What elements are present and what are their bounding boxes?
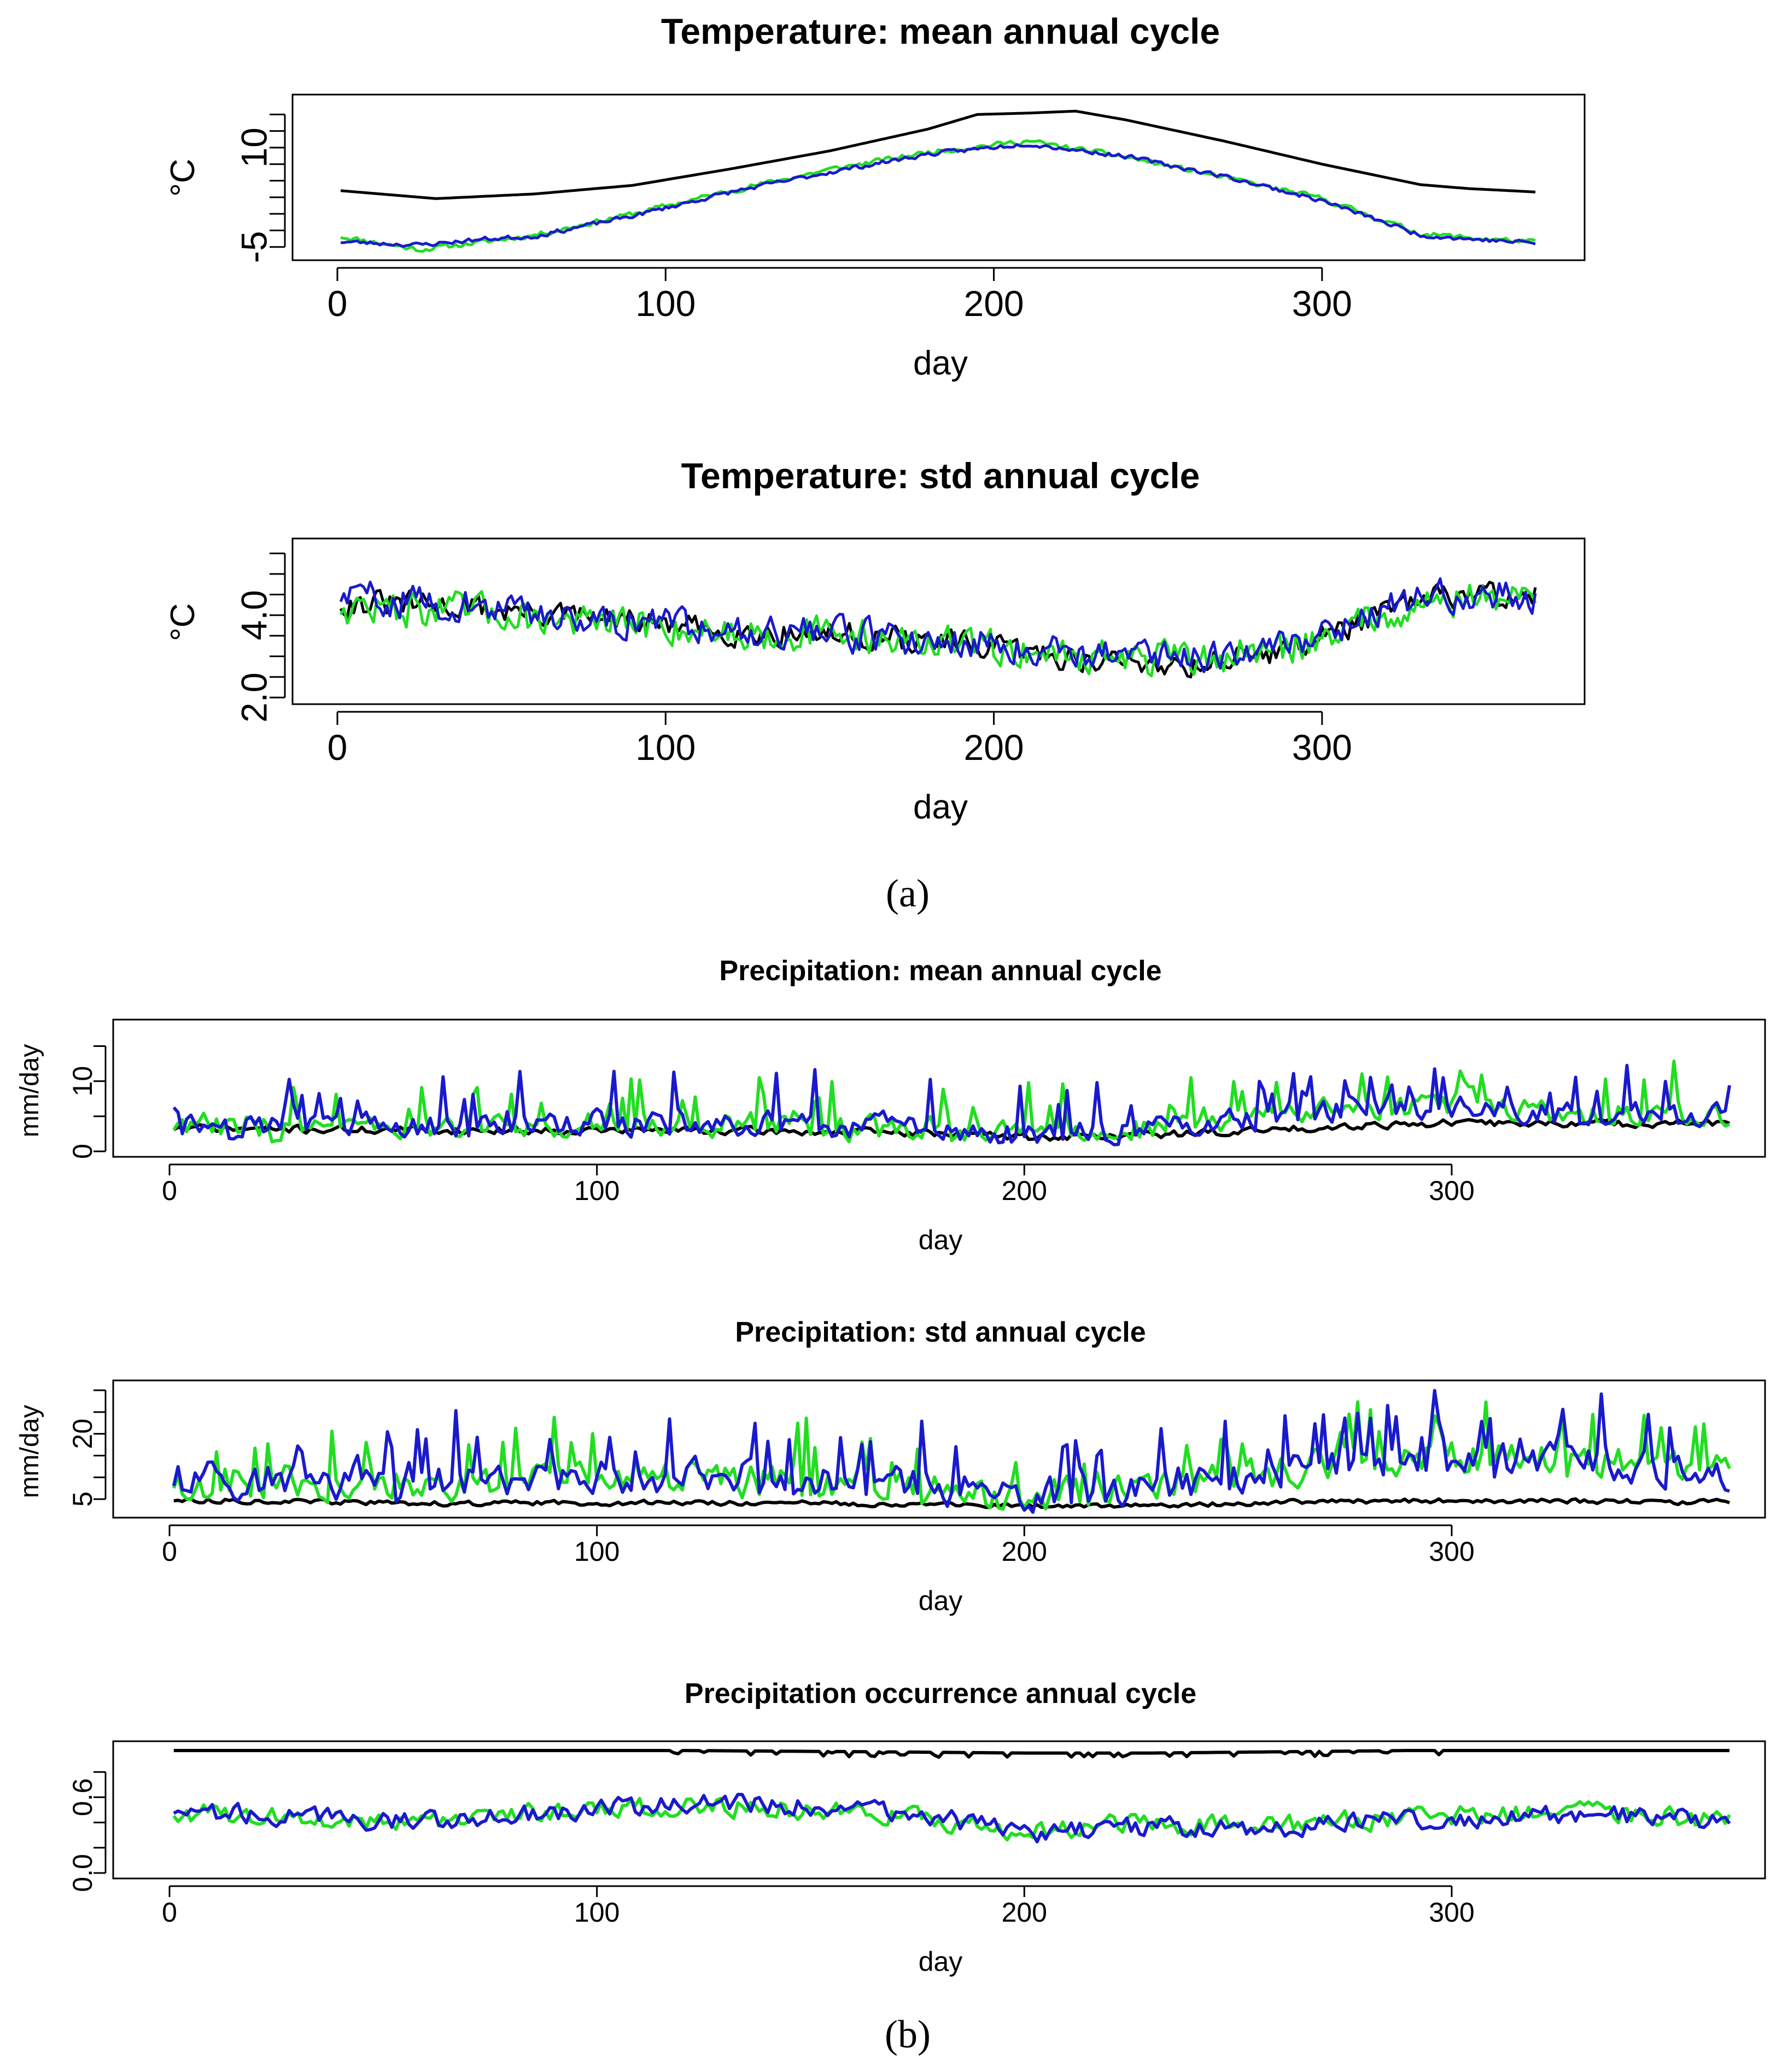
y-axis-label: mm/day — [15, 1044, 44, 1138]
x-tick-label: 200 — [963, 727, 1024, 768]
x-tick-label: 0 — [328, 727, 348, 768]
x-axis-label: day — [919, 1225, 963, 1255]
x-tick-label: 300 — [1429, 1536, 1474, 1567]
series-model_blue — [172, 1063, 1731, 1146]
chart-title: Precipitation: mean annual cycle — [719, 955, 1161, 987]
chart-title: Precipitation occurrence annual cycle — [685, 1678, 1196, 1710]
plot-1: 0 100 200 300 2.0 4.0 — [233, 537, 1586, 768]
y-tick-label: 0.0 — [67, 1854, 98, 1892]
chart-title: Temperature: mean annual cycle — [661, 11, 1220, 51]
x-tick-label: 100 — [574, 1897, 620, 1928]
chart-precipitation-occurrence: Precipitation occurrence annual cycle da… — [685, 1678, 1196, 1977]
chart-title: Precipitation: std annual cycle — [735, 1316, 1146, 1348]
y-tick-label: 2.0 — [233, 672, 274, 723]
plot-frame — [291, 537, 1586, 705]
y-axis-label: °C — [164, 159, 202, 197]
x-tick-label: 0 — [162, 1175, 177, 1206]
series-model_green — [172, 1796, 1731, 1842]
x-tick-label: 0 — [328, 283, 348, 324]
series-model_green — [340, 139, 1536, 253]
x-tick-label: 100 — [574, 1536, 620, 1567]
chart-precipitation-std: Precipitation: std annual cycle day mm/d… — [15, 1316, 1146, 1616]
y-axis-label: °C — [164, 603, 202, 641]
x-axis-label: day — [913, 344, 968, 382]
x-axis-label: day — [913, 788, 968, 826]
series-model_green — [339, 583, 1537, 677]
x-tick-label: 200 — [1002, 1175, 1047, 1206]
y-tick-label: 5 — [67, 1491, 98, 1507]
x-axis-label: day — [919, 1946, 963, 1977]
plot-frame — [112, 1379, 1766, 1519]
series-observed — [340, 109, 1536, 200]
y-tick-label: 4.0 — [233, 590, 274, 640]
chart-precipitation-mean: Precipitation: mean annual cycle day mm/… — [15, 955, 1162, 1255]
plot-4: 0 100 200 300 0.0 0.6 — [67, 1740, 1766, 1928]
y-tick-label: 20 — [67, 1419, 98, 1449]
chart-temperature-std: Temperature: std annual cycle day °C — [164, 455, 1200, 826]
panel-label-b: (b) — [885, 2012, 931, 2056]
x-tick-label: 200 — [1002, 1536, 1047, 1567]
series-model_blue — [172, 1389, 1730, 1514]
x-tick-label: 100 — [574, 1175, 620, 1206]
x-tick-label: 200 — [1002, 1897, 1047, 1928]
plot-frame — [112, 1740, 1766, 1880]
x-tick-label: 300 — [1292, 727, 1352, 768]
y-tick-label: 0 — [67, 1144, 98, 1159]
x-axis-label: day — [919, 1585, 963, 1616]
plot-2: 0 100 200 300 0 10 — [67, 1019, 1766, 1206]
series-model_blue — [173, 1793, 1731, 1843]
plot-frame — [291, 93, 1586, 261]
x-tick-label: 300 — [1429, 1175, 1474, 1206]
chart-title: Temperature: std annual cycle — [681, 455, 1200, 496]
x-tick-label: 100 — [635, 283, 696, 324]
x-tick-label: 0 — [162, 1536, 177, 1567]
series-model_blue — [341, 143, 1536, 248]
series-observed — [173, 1749, 1730, 1759]
x-tick-label: 0 — [162, 1897, 177, 1928]
plot-frame — [112, 1019, 1766, 1158]
chart-temperature-mean: Temperature: mean annual cycle day °C — [164, 11, 1220, 382]
plot-3: 0 100 200 300 5 20 — [67, 1379, 1766, 1567]
y-tick-label: 0.6 — [67, 1778, 98, 1817]
series-model_blue — [339, 577, 1537, 674]
y-axis-label: mm/day — [15, 1405, 44, 1499]
y-tick-label: 10 — [67, 1066, 98, 1097]
x-tick-label: 300 — [1292, 283, 1352, 324]
series-observed — [173, 1497, 1730, 1509]
x-tick-label: 200 — [963, 283, 1024, 324]
y-tick-label: -5 — [233, 231, 274, 263]
x-tick-label: 300 — [1429, 1897, 1474, 1928]
x-tick-label: 100 — [635, 727, 696, 768]
plot-0: 0 100 200 300 -5 10 — [233, 93, 1586, 324]
panel-label-a: (a) — [886, 871, 930, 915]
y-tick-label: 10 — [233, 127, 274, 167]
